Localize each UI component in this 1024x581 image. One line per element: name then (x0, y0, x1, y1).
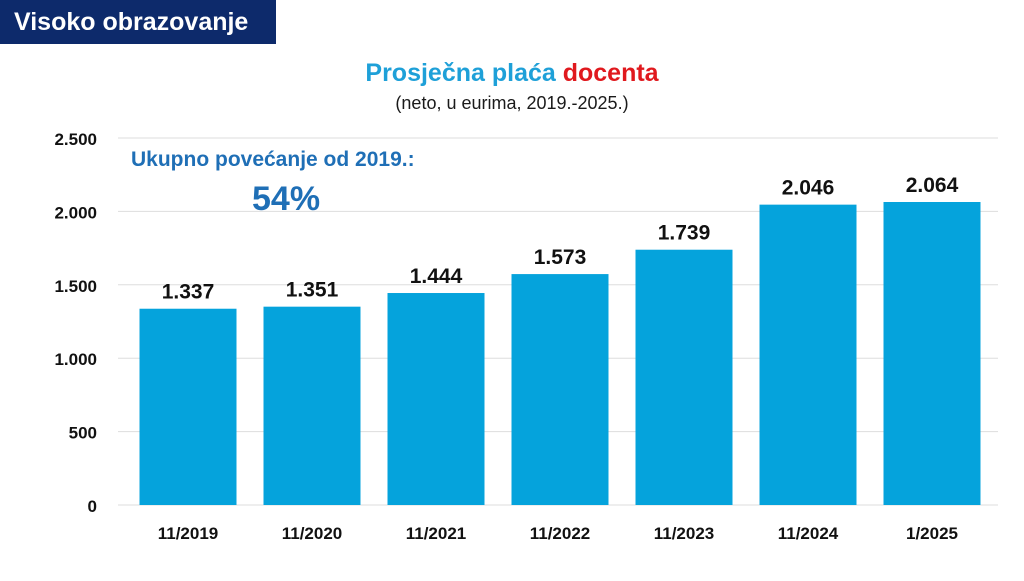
data-label: 1.444 (410, 265, 463, 288)
x-tick-label: 11/2021 (406, 524, 467, 543)
data-label: 1.351 (286, 279, 339, 302)
y-tick-label: 1.500 (54, 277, 97, 296)
x-tick-label: 11/2019 (158, 524, 219, 543)
y-tick-label: 2.500 (54, 130, 97, 149)
y-tick-label: 1.000 (54, 350, 97, 369)
bar (883, 202, 981, 505)
x-tick-label: 11/2023 (654, 524, 715, 543)
x-tick-label: 1/2025 (906, 524, 958, 543)
bar (263, 306, 361, 505)
bar (139, 308, 237, 505)
data-label: 2.064 (906, 174, 959, 197)
x-tick-label: 11/2020 (282, 524, 343, 543)
chart-title-main: Prosječna plaća (365, 59, 563, 87)
data-label: 1.739 (658, 222, 711, 245)
x-tick-label: 11/2024 (778, 524, 839, 543)
section-badge: Visoko obrazovanje (0, 0, 276, 44)
bar (635, 249, 733, 505)
bar (759, 204, 857, 505)
y-tick-label: 0 (88, 497, 97, 516)
increase-note-value: 54% (252, 180, 321, 218)
section-badge-label: Visoko obrazovanje (14, 7, 249, 36)
increase-note-label: Ukupno povećanje od 2019.: (131, 148, 415, 171)
data-label: 2.046 (782, 177, 835, 200)
y-tick-label: 500 (69, 424, 97, 443)
chart-header: Prosječna plaća docenta (neto, u eurima,… (0, 56, 1024, 116)
chart-subtitle: (neto, u eurima, 2019.-2025.) (395, 93, 629, 113)
data-label: 1.573 (534, 246, 587, 269)
data-label: 1.337 (162, 281, 215, 304)
bar (387, 293, 485, 505)
bar (511, 274, 609, 505)
y-tick-label: 2.000 (54, 203, 97, 222)
chart-title: Prosječna plaća docenta (0, 56, 1024, 90)
chart-title-accent: docenta (562, 59, 659, 87)
x-tick-label: 11/2022 (530, 524, 591, 543)
